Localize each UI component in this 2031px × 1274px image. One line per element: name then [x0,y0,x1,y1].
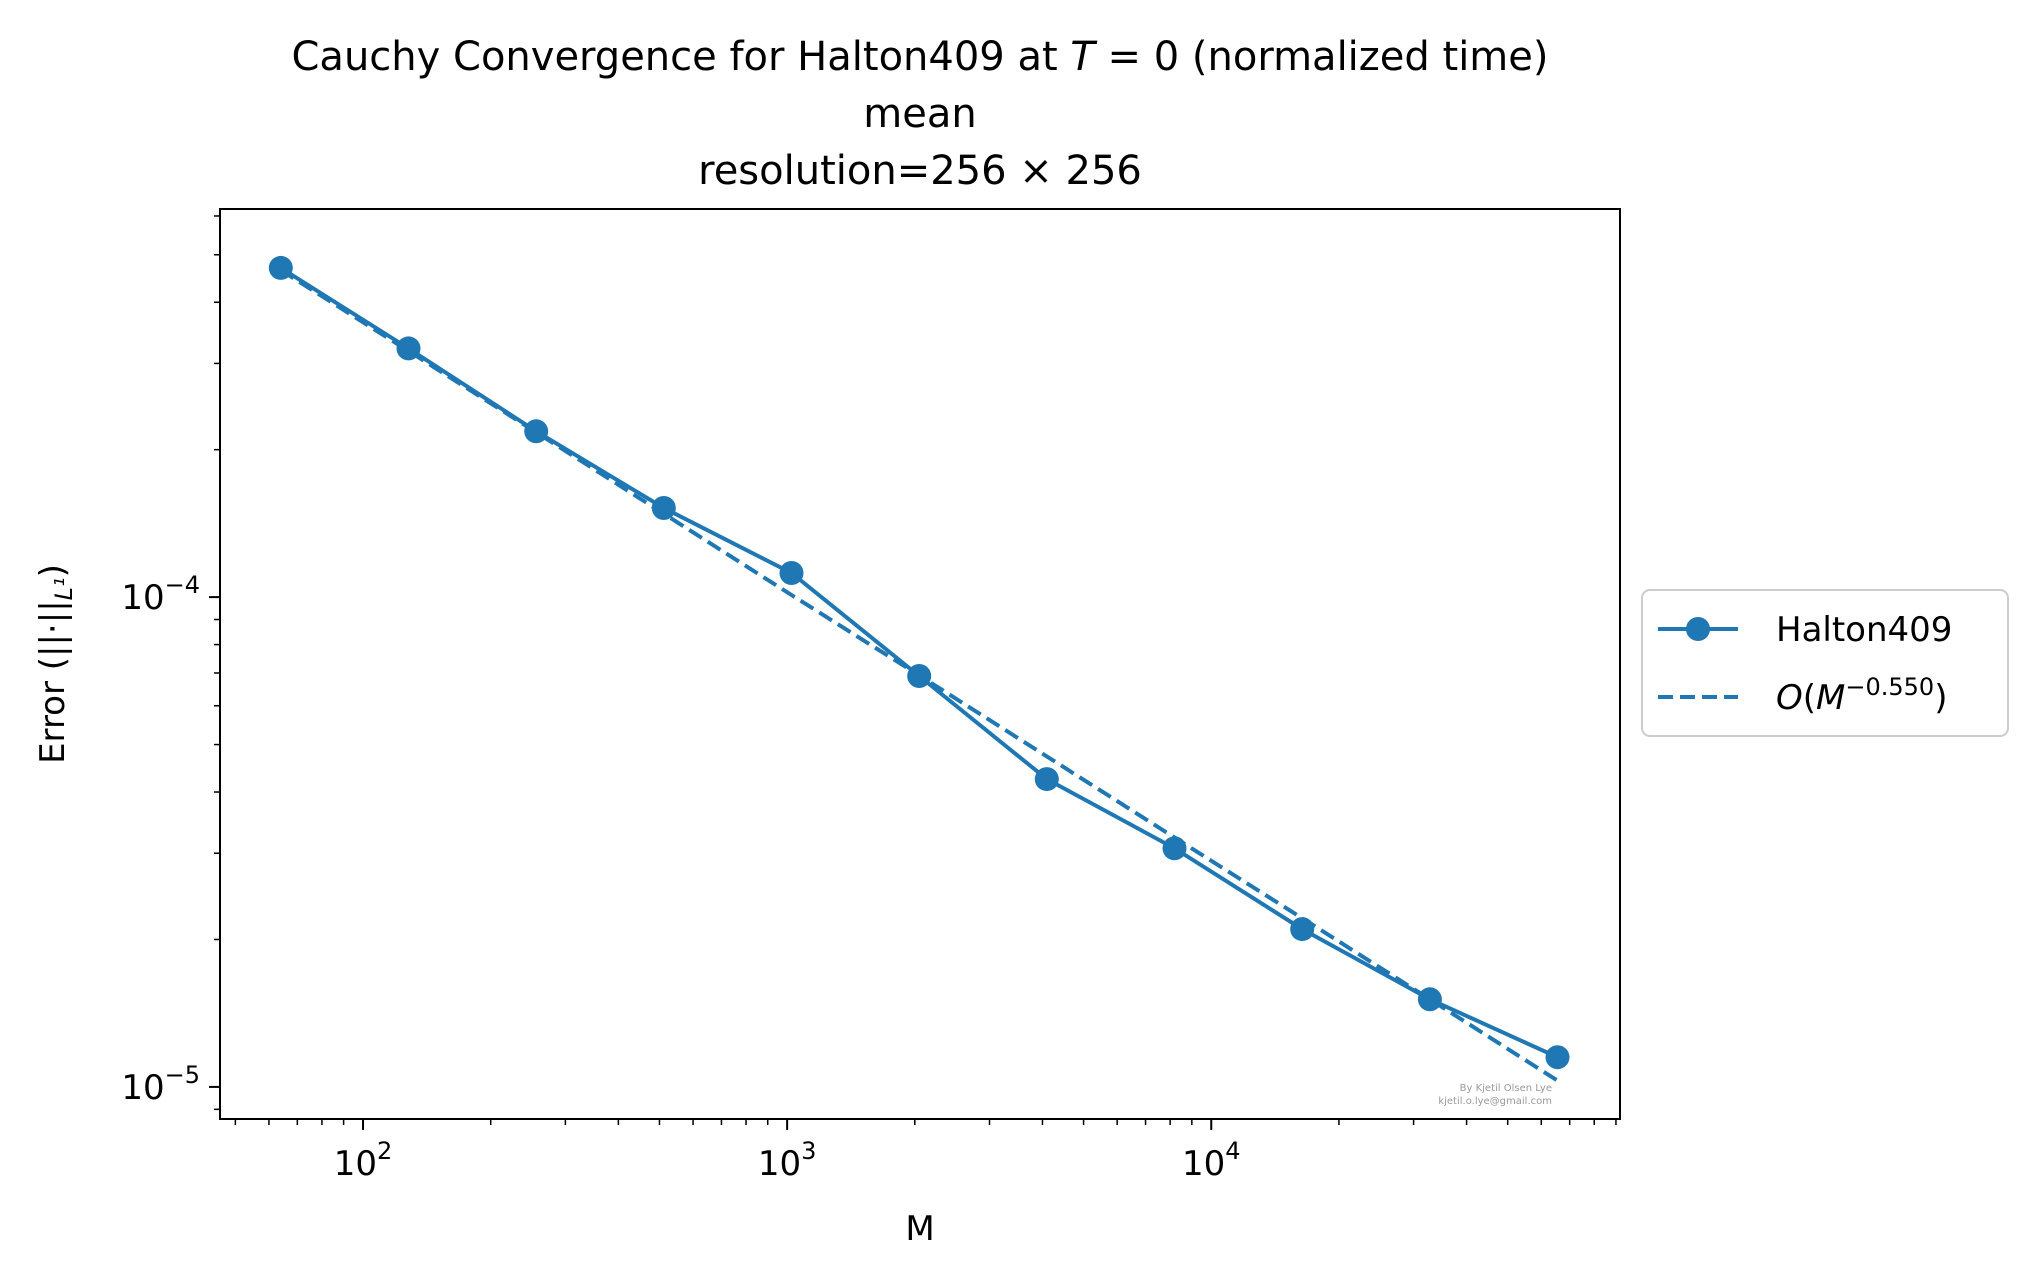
title-line-1-prefix: Cauchy Convergence for Halton409 at [292,34,1071,80]
data-point [1545,1045,1570,1070]
x-ticks: 102 103 104 [334,1119,1241,1184]
y-axis-label: Error (||·||L¹) [33,564,78,764]
legend-fit-o: O [1776,678,1803,718]
data-point [524,419,549,444]
x-minor-ticks [234,1119,1617,1125]
legend-fit-close: ) [1934,678,1947,718]
data-point [651,496,676,520]
data-point [1290,917,1315,942]
data-point [779,561,804,585]
data-point [268,255,293,280]
credit-line-2: kjetil.o.lye@gmail.com [1438,1096,1552,1107]
legend-halton409-label: Halton409 [1776,610,1952,650]
legend: Halton409 O(M−0.550) [1641,589,2009,737]
data-point [907,664,932,688]
title-line-3: resolution=256 × 256 [698,148,1142,194]
legend-fit-m: M [1816,678,1845,718]
x-tick-label: 103 [758,1137,817,1184]
y-axis-label-main: Error (||·|| [33,600,73,764]
y-ticks: 10−4 10−5 [121,571,220,1108]
legend-fit-label: O(M−0.550) [1776,673,1947,718]
y-tick-label: 10−5 [121,1061,200,1108]
legend-box [1641,589,2009,737]
data-point [1162,836,1187,861]
y-axis-label-norm: L¹ [50,577,78,600]
title-symbol-t: T [1070,34,1098,80]
data-point [396,336,421,361]
title-line-1-suffix: = 0 (normalized time) [1095,34,1549,80]
credit-watermark: By Kjetil Olsen Lye kjetil.o.lye@gmail.c… [1438,1083,1552,1107]
title-line-1: Cauchy Convergence for Halton409 at T = … [292,34,1549,80]
x-tick-label: 104 [1182,1137,1241,1184]
series-layer [268,255,1570,1083]
legend-fit-exponent: −0.550 [1845,673,1934,701]
y-minor-ticks [214,215,220,1111]
legend-fit-open: ( [1803,678,1816,718]
x-tick-label: 102 [334,1137,393,1184]
series-halton409-markers [268,255,1570,1070]
x-axis-label: M [905,1209,934,1249]
chart-title: Cauchy Convergence for Halton409 at T = … [292,34,1549,194]
title-line-2: mean [863,91,976,137]
data-point [1417,987,1442,1012]
y-tick-label: 10−4 [121,571,200,618]
y-axis-label-close: ) [33,564,73,577]
credit-line-1: By Kjetil Olsen Lye [1460,1083,1552,1094]
data-point [1034,767,1059,792]
plot-frame [219,208,1621,1120]
legend-halton409-marker [1686,617,1710,641]
